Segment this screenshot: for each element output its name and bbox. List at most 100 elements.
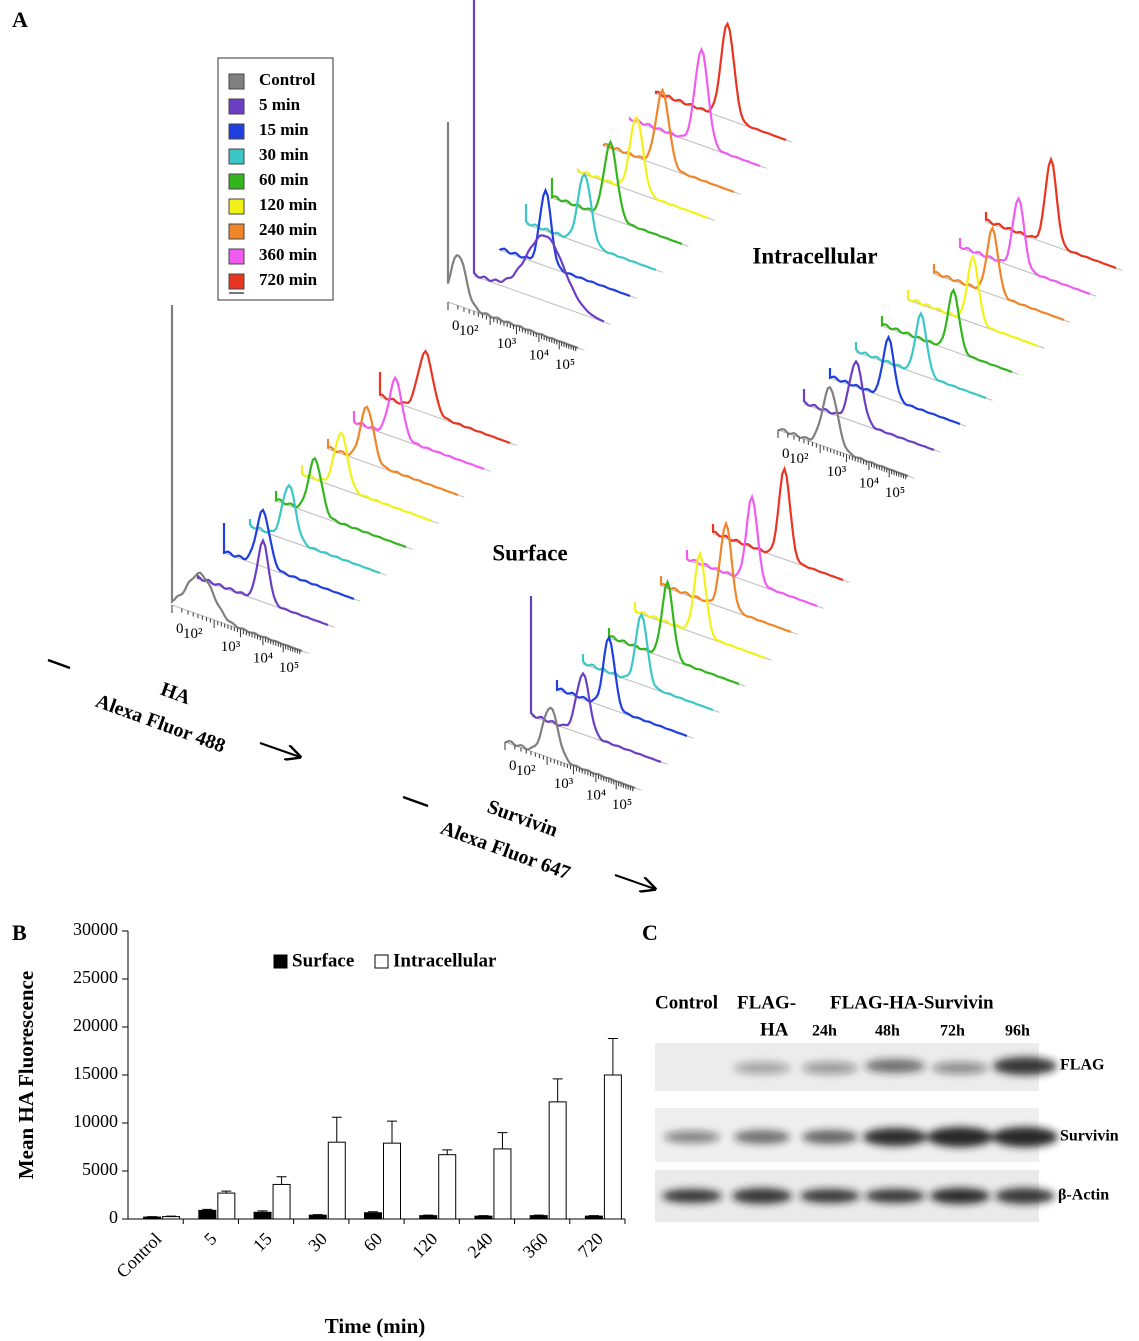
legend-label: Control (259, 70, 316, 89)
bar (309, 1215, 326, 1219)
histogram-stack: 010²10³10⁴10⁵ (505, 469, 850, 813)
error-bar (553, 1079, 563, 1102)
histogram-curve (354, 378, 484, 469)
axis-dash (48, 660, 70, 668)
axis-tick-label: 10² (183, 626, 203, 642)
histogram-curve (557, 638, 687, 736)
axis-dash (403, 797, 428, 806)
histogram-curve (661, 524, 791, 632)
x-axis-title: Time (min) (325, 1314, 426, 1338)
axis-tick-label: 10³ (827, 464, 847, 480)
row-label: FLAG (1060, 1057, 1105, 1074)
histogram-curve (380, 351, 510, 443)
blot (655, 1043, 1058, 1222)
legend-label: Intracellular (393, 950, 497, 971)
axis-tick-label: 10⁵ (612, 797, 632, 813)
bar (439, 1155, 456, 1219)
error-bar (608, 1039, 618, 1075)
axis-dye: Alexa Fluor 488 (93, 690, 229, 757)
histogram-curve (908, 257, 1038, 346)
histogram-curve (635, 554, 765, 658)
y-tick-label: 25000 (73, 967, 118, 987)
y-axis-title: Mean HA Fluorescence (14, 971, 38, 1179)
legend-label: 15 min (259, 120, 309, 139)
histogram-curve (609, 582, 739, 684)
axis-tick-label: 10⁴ (253, 651, 273, 667)
x-tick-label: 30 (304, 1229, 331, 1256)
legend-swatch (229, 74, 244, 89)
region-label: Intracellular (752, 243, 877, 268)
y-tick-label: 5000 (82, 1159, 118, 1179)
bar (585, 1216, 602, 1219)
legend-label: 30 min (259, 145, 309, 164)
panel-label: C (642, 920, 658, 945)
axis-tick-label: 10² (789, 451, 809, 467)
bar (384, 1143, 401, 1219)
bar (530, 1216, 547, 1219)
error-bar (313, 1215, 323, 1216)
axis-arrow (260, 743, 300, 757)
histogram-curve (474, 0, 604, 322)
error-bar (442, 1150, 452, 1155)
bar (273, 1184, 290, 1219)
bar (604, 1075, 621, 1219)
bar (254, 1212, 271, 1219)
axis-tick-label: 10⁵ (555, 357, 575, 373)
legend-label: 360 min (259, 245, 318, 264)
legend-label: Surface (292, 950, 354, 971)
legend-label: 720 min (259, 270, 318, 289)
panel-label: A (12, 7, 28, 32)
histogram-curve (656, 24, 786, 140)
lane-label: FLAG- (737, 992, 796, 1013)
x-tick-label: 240 (463, 1229, 496, 1262)
y-tick-label: 20000 (73, 1015, 118, 1035)
bar (144, 1217, 161, 1219)
legend-label: 60 min (259, 170, 309, 189)
row-label: Survivin (1060, 1128, 1119, 1145)
legend-label: 120 min (259, 195, 318, 214)
axis-tick-label: 10² (516, 763, 536, 779)
histogram-curve (531, 596, 661, 762)
region-label: Surface (492, 540, 567, 565)
legend-label: 240 min (259, 220, 318, 239)
y-tick-label: 10000 (73, 1111, 118, 1131)
legend-swatch (229, 99, 244, 114)
bar (163, 1217, 180, 1219)
bar (328, 1142, 345, 1219)
legend-swatch (229, 199, 244, 214)
histogram-curve (986, 159, 1116, 268)
x-tick-label: 720 (574, 1229, 607, 1262)
legend-swatch (274, 955, 287, 968)
x-tick-label: 360 (519, 1229, 552, 1262)
histogram-curve (224, 510, 354, 599)
y-tick-label: 30000 (73, 919, 118, 939)
bar (420, 1216, 437, 1219)
histogram-curve (934, 228, 1064, 320)
y-tick-label: 0 (109, 1207, 118, 1227)
bar (218, 1193, 235, 1219)
x-tick-label: Control (112, 1229, 165, 1282)
error-bar (332, 1117, 342, 1142)
bar (475, 1216, 492, 1219)
error-bar (497, 1133, 507, 1149)
x-tick-label: 5 (200, 1229, 221, 1250)
panel-label: B (12, 920, 27, 945)
histogram-curve (882, 290, 1012, 372)
x-tick-label: 60 (359, 1229, 386, 1256)
y-tick-label: 15000 (73, 1063, 118, 1083)
lane-label: HA (760, 1019, 789, 1040)
histogram-curve (276, 458, 406, 547)
axis-tick-label: 10⁴ (529, 348, 549, 364)
row-label: β-Actin (1058, 1187, 1109, 1204)
histogram-curve (250, 485, 380, 573)
axis-tick-label: 10⁵ (279, 660, 299, 676)
axis-arrow (615, 875, 655, 889)
legend-label: 5 min (259, 95, 301, 114)
figure: A B C Surface Intracellular HA Alexa Flu… (0, 0, 1139, 1341)
legend-swatch (229, 174, 244, 189)
legend-swatch (229, 224, 244, 239)
bar (199, 1210, 216, 1219)
axis-tick-label: 10³ (497, 336, 517, 352)
